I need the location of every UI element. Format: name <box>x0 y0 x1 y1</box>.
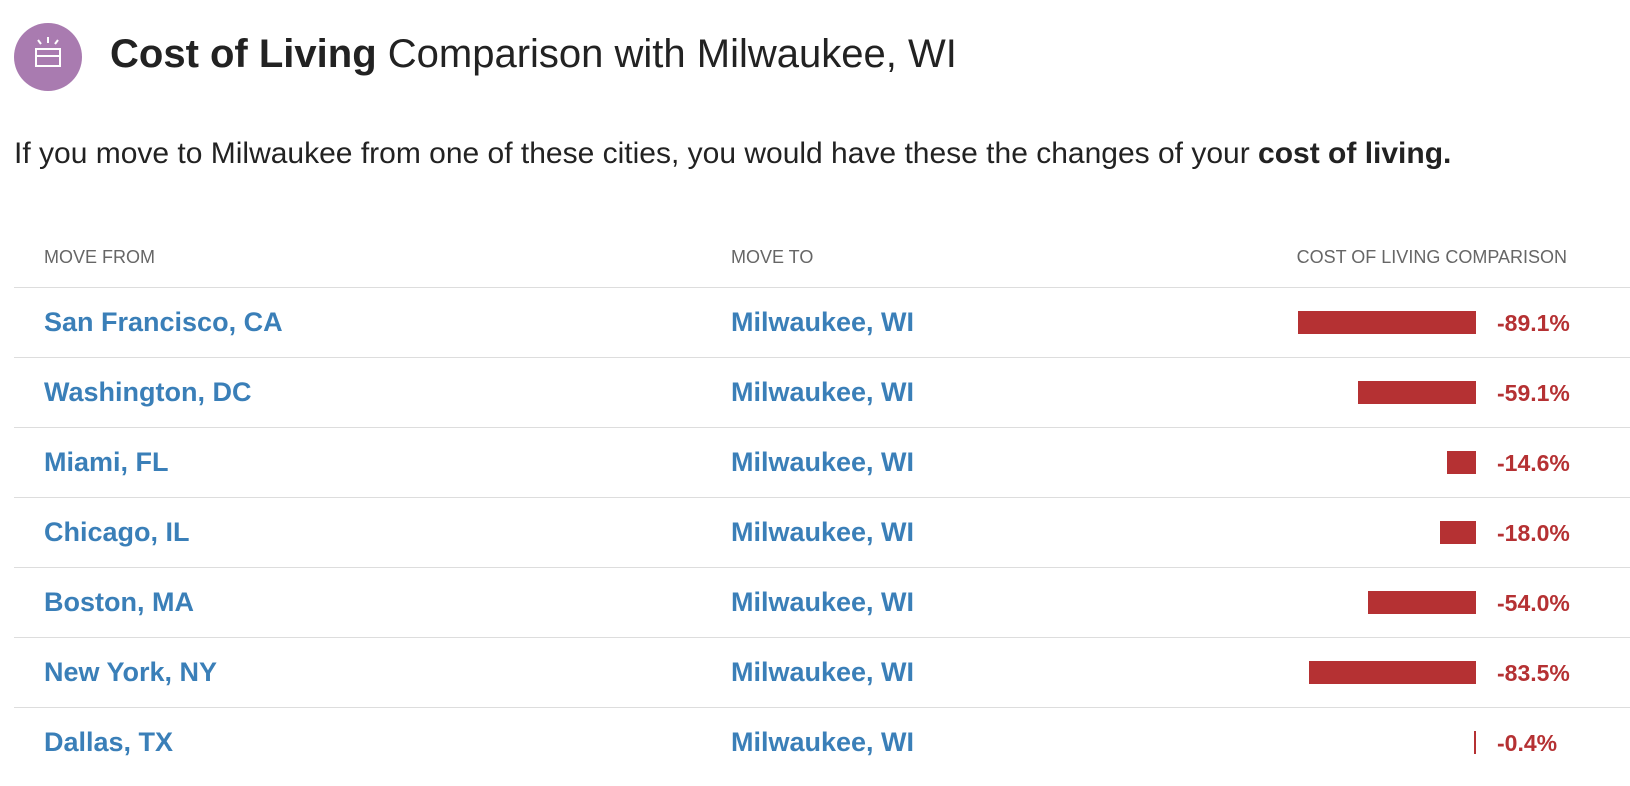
intro-text: If you move to Milwaukee from one of the… <box>14 137 1250 170</box>
move-to-link[interactable]: Milwaukee, WI <box>731 517 915 547</box>
intro: If you move to Milwaukee from one of the… <box>14 134 1451 174</box>
divider <box>14 357 1630 358</box>
bar <box>1309 661 1476 684</box>
move-to-link[interactable]: Milwaukee, WI <box>731 447 915 477</box>
bar <box>1368 591 1476 614</box>
move-to-link[interactable]: Milwaukee, WI <box>731 657 915 687</box>
icon-glyph <box>35 37 61 67</box>
divider <box>14 707 1630 708</box>
bar <box>1357 381 1476 404</box>
title-rest: Comparison with Milwaukee, WI <box>387 32 957 76</box>
move-from-link[interactable]: Miami, FL <box>44 447 169 477</box>
intro-bold: cost of living. <box>1258 137 1452 170</box>
move-to-link[interactable]: Milwaukee, WI <box>731 377 915 407</box>
value-label: -54.0% <box>1497 590 1570 616</box>
move-from-link[interactable]: Dallas, TX <box>44 727 174 757</box>
divider <box>14 637 1630 638</box>
title: Cost of Living Comparison with Milwaukee… <box>110 28 957 80</box>
bar <box>1297 311 1476 334</box>
move-to-link[interactable]: Milwaukee, WI <box>731 727 915 757</box>
column-header: MOVE FROM <box>44 247 155 267</box>
move-from-link[interactable]: Washington, DC <box>44 377 252 407</box>
divider <box>14 287 1630 288</box>
value-label: -0.4% <box>1497 730 1558 756</box>
column-header: MOVE TO <box>731 247 814 267</box>
value-label: -59.1% <box>1497 380 1570 406</box>
divider <box>14 497 1630 498</box>
move-to-link[interactable]: Milwaukee, WI <box>731 587 915 617</box>
bar <box>1446 451 1476 474</box>
bar <box>1474 731 1476 754</box>
value-label: -89.1% <box>1497 310 1570 336</box>
title-bold: Cost of Living <box>110 32 377 76</box>
value-label: -83.5% <box>1497 660 1570 686</box>
move-from-link[interactable]: San Francisco, CA <box>44 307 283 337</box>
move-to-link[interactable]: Milwaukee, WI <box>731 307 915 337</box>
column-header: COST OF LIVING COMPARISON <box>1296 247 1567 267</box>
divider <box>14 427 1630 428</box>
bar <box>1440 521 1476 544</box>
value-label: -18.0% <box>1497 520 1570 546</box>
value-label: -14.6% <box>1497 450 1570 476</box>
divider <box>14 567 1630 568</box>
move-from-link[interactable]: Boston, MA <box>44 587 194 617</box>
move-from-link[interactable]: New York, NY <box>44 657 218 687</box>
icon <box>14 23 82 91</box>
move-from-link[interactable]: Chicago, IL <box>44 517 190 547</box>
